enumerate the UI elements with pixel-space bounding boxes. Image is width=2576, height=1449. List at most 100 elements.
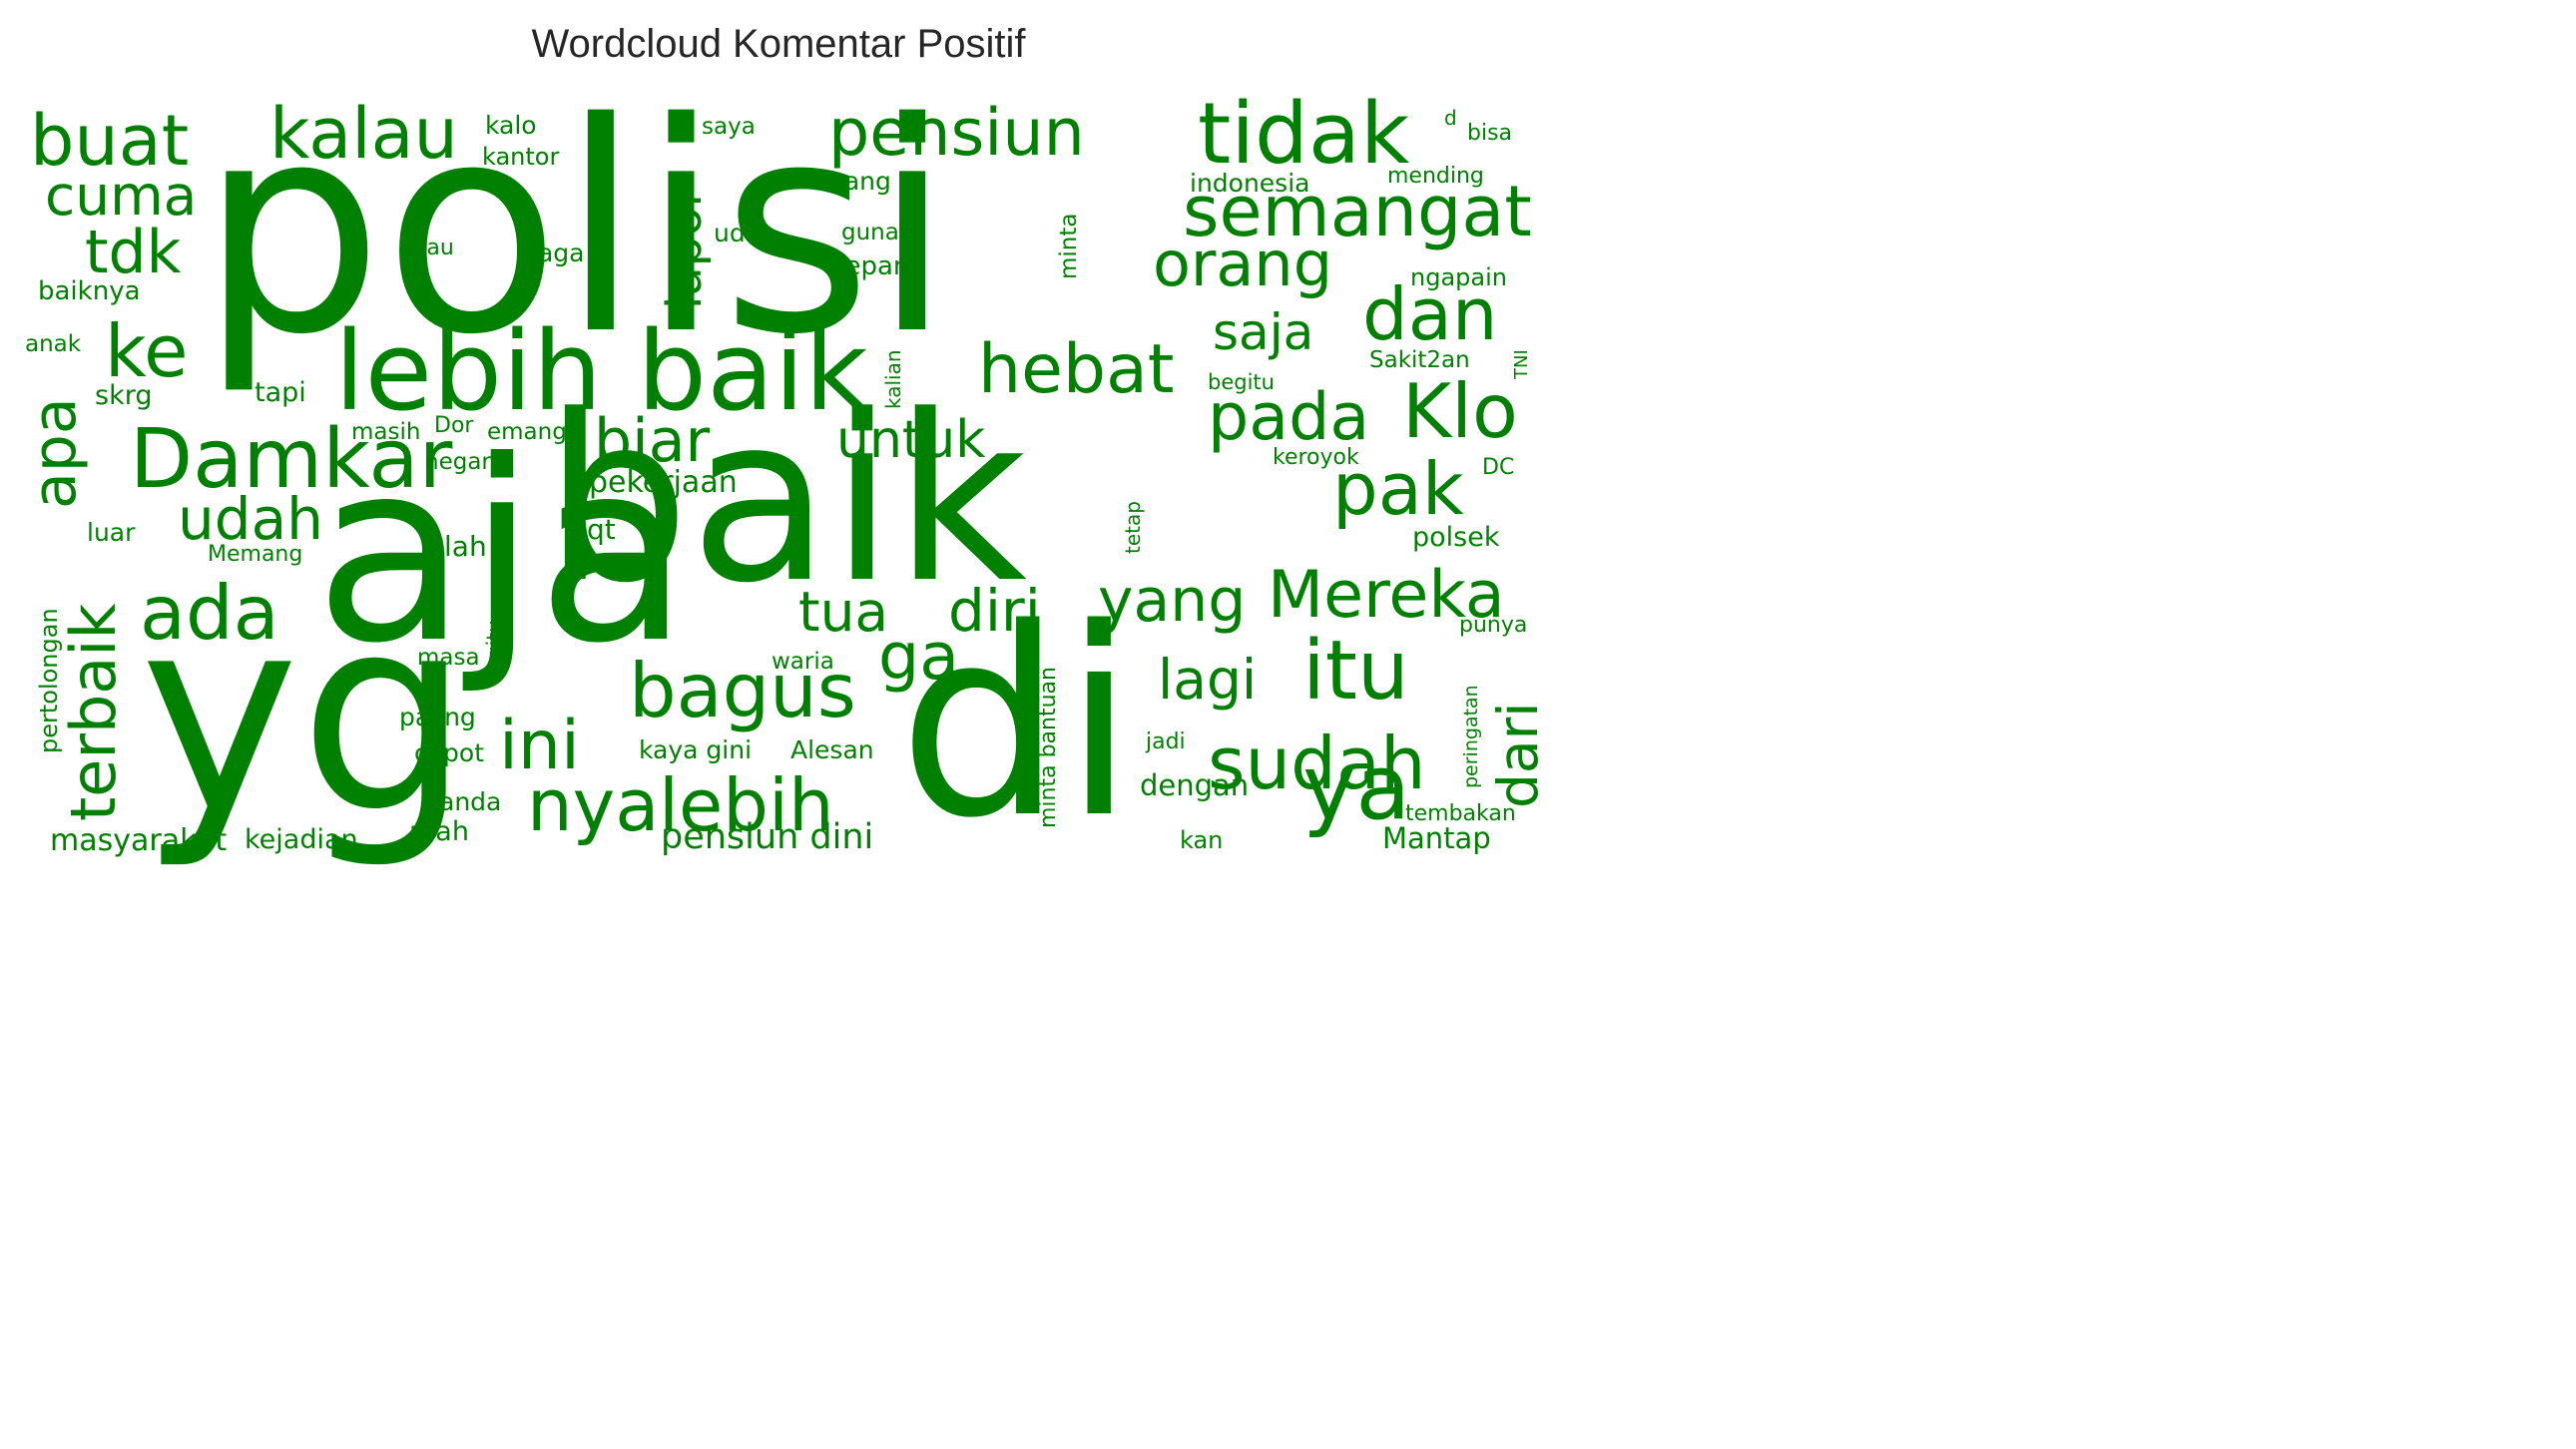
word: buat [30, 100, 189, 182]
word: saya [702, 114, 756, 140]
word: baiknya [38, 276, 141, 306]
word: Mereka [1268, 558, 1505, 633]
word: TNI [1511, 349, 1532, 380]
word: sudah [1208, 722, 1426, 805]
word: tembakan [1405, 801, 1516, 826]
word: baik [544, 367, 1027, 634]
word: kaya gini [639, 735, 752, 764]
word: Mantap [1382, 821, 1491, 855]
word: minta [1056, 214, 1082, 279]
word: Sakit2an [1369, 347, 1470, 373]
word: pekerjaan [589, 465, 738, 500]
word: tua [798, 580, 888, 644]
word: ini [499, 707, 580, 785]
word: DC [1482, 455, 1514, 480]
word: bagus [629, 647, 856, 734]
word: kantor [482, 143, 559, 171]
word: bisa [1467, 121, 1512, 146]
word: uang [828, 167, 891, 196]
word: negara [424, 449, 505, 475]
word: saja [1213, 303, 1313, 361]
word: luar [87, 518, 136, 547]
word: dengan [1140, 768, 1249, 802]
word: polisi [200, 62, 952, 398]
word: cuma [45, 164, 197, 228]
word: untuk [836, 410, 985, 470]
word: tetap [1121, 501, 1145, 554]
word: apa [20, 397, 90, 509]
word: polsek [1412, 522, 1500, 553]
word: kau [414, 236, 454, 260]
word: orang [1153, 228, 1332, 300]
word: dan [1362, 272, 1497, 356]
word: di [898, 574, 1135, 875]
word: lebih [659, 763, 834, 847]
word: ga [878, 620, 959, 695]
word: anda [439, 787, 501, 816]
word: Memang [208, 542, 302, 567]
word: yg [140, 558, 470, 872]
word: lah [444, 530, 487, 563]
word: anak [25, 331, 82, 357]
word: mah [409, 816, 469, 847]
word: minta bantuan [1036, 667, 1061, 828]
word: ngapain [1410, 263, 1507, 291]
word: dari [1486, 702, 1550, 808]
word: udh [714, 219, 762, 247]
word: pensiun [828, 96, 1085, 171]
word: tidak [1198, 85, 1409, 184]
word: gitu [482, 620, 506, 659]
word: kalo [485, 111, 537, 140]
word: pak [1332, 447, 1464, 531]
word: lapor [657, 187, 713, 309]
word: guna [841, 220, 899, 245]
chart-title: Wordcloud Komentar Positif [531, 22, 1026, 66]
word: tapi [255, 377, 306, 408]
word: hebat [978, 330, 1174, 409]
word: qt [587, 513, 616, 546]
word: ada [140, 569, 279, 657]
word: biar [594, 406, 711, 476]
word: keroyok [1273, 445, 1359, 470]
word: begitu [1208, 370, 1275, 394]
word: paling [399, 703, 476, 731]
word: emang [487, 419, 567, 445]
word: kalian [881, 349, 905, 409]
word: Alesan [790, 735, 874, 764]
word: diri [948, 577, 1041, 645]
word: peringatan [1460, 685, 1482, 788]
word: kejadian [245, 824, 358, 855]
word: waria [772, 649, 834, 675]
word: masih [351, 419, 420, 445]
word: lebih baik [334, 307, 868, 435]
word: pensiun dini [661, 817, 873, 857]
word: tdk [85, 218, 182, 287]
word: Dor [434, 413, 474, 438]
word: depan [828, 251, 909, 281]
word: ya [1302, 735, 1410, 840]
word: d [1444, 106, 1457, 130]
word: Klo [1402, 367, 1518, 455]
word: Damkar [130, 412, 453, 507]
word: copot [414, 738, 484, 767]
word: punya [1459, 613, 1527, 638]
word: pertolongan [35, 608, 63, 753]
word: jaga [530, 239, 584, 267]
word: jadi [1145, 729, 1186, 754]
word: pada [1208, 380, 1369, 455]
word: kan [1180, 826, 1223, 854]
word: kalau [269, 93, 458, 175]
word: indonesia [1190, 169, 1309, 198]
word: itu [1302, 624, 1409, 719]
word: lagi [1158, 648, 1257, 712]
word: aja [314, 407, 690, 698]
word: nya [527, 763, 659, 847]
word: masyarakat [50, 823, 227, 858]
word: terbaik [57, 603, 130, 821]
word: semangat [1183, 171, 1532, 252]
word: udah [178, 485, 323, 553]
word: masa [417, 645, 480, 671]
word: yang [1098, 566, 1246, 636]
word: ke [105, 309, 188, 393]
